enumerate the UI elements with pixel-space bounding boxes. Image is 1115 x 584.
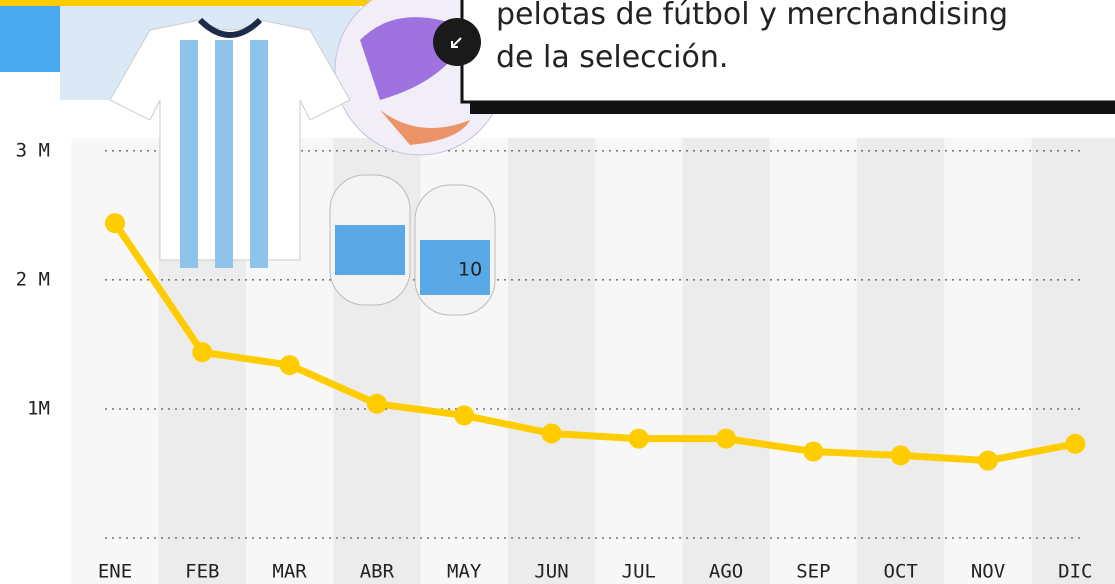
x-tick-label: NOV (971, 561, 1005, 583)
x-tick-label: OCT (884, 561, 918, 583)
column-band (508, 138, 595, 584)
x-tick-label: SEP (796, 561, 830, 583)
y-tick-label: 1M (27, 397, 50, 419)
x-tick-label: FEB (185, 561, 219, 583)
corner-strip (0, 0, 380, 6)
x-tick-label: DIC (1058, 561, 1092, 583)
point (542, 423, 562, 443)
point (716, 429, 736, 449)
point (454, 405, 474, 425)
point (803, 442, 823, 462)
chart: ENE FEB MAR ABR MAY JUN JUL AGO SEP OCT NOV DIC 1M 2 … (0, 0, 1115, 584)
point (978, 451, 998, 471)
column-band (71, 138, 158, 584)
column-band (682, 138, 769, 584)
x-tick-label: JUL (622, 561, 656, 583)
svg-text:10: 10 (458, 259, 482, 281)
annotation-line: pelotas de fútbol y merchandising (496, 0, 1008, 32)
x-tick-label: AGO (709, 561, 743, 583)
point (367, 394, 387, 414)
y-tick-label: 3 M (16, 139, 50, 161)
point (192, 342, 212, 362)
x-tick-label: JUN (534, 561, 568, 583)
column-band (944, 138, 1031, 584)
column-band (857, 138, 944, 584)
point (1065, 434, 1085, 454)
corner-block (0, 0, 60, 72)
x-tick-label: ABR (360, 561, 395, 583)
x-tick-label: MAR (272, 561, 307, 583)
column-band (595, 138, 682, 584)
x-tick-label: ENE (98, 561, 132, 583)
column-band (770, 138, 857, 584)
point (280, 355, 300, 375)
annotation-box: pelotas de fútbol y merchandising de la … (433, 0, 1115, 114)
point (629, 429, 649, 449)
y-tick-label: 2 M (16, 268, 50, 290)
x-tick-label: MAY (447, 561, 482, 583)
column-band (1032, 138, 1115, 584)
point (891, 445, 911, 465)
point (105, 213, 125, 233)
annotation-line: de la selección. (496, 40, 728, 75)
